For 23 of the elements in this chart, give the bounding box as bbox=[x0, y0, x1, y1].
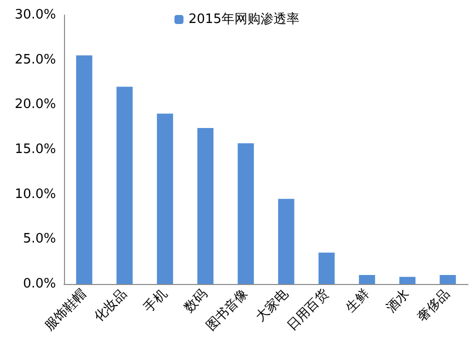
x-tick-label: 化妆品 bbox=[92, 286, 130, 325]
y-tick-label: 5.0% bbox=[22, 232, 56, 247]
bar bbox=[318, 252, 335, 284]
x-tick-label: 奢侈品 bbox=[414, 286, 454, 325]
bar bbox=[76, 55, 92, 284]
bar bbox=[116, 86, 133, 284]
x-tick-label: 生鲜 bbox=[343, 286, 372, 316]
bar bbox=[358, 275, 376, 284]
y-tick-label: 20.0% bbox=[14, 97, 56, 112]
x-tick-label: 酒水 bbox=[384, 286, 413, 316]
y-tick-label: 30.0% bbox=[14, 8, 56, 22]
bar bbox=[440, 275, 456, 284]
bar bbox=[197, 128, 214, 284]
bar bbox=[278, 198, 294, 284]
x-tick-label: 数码 bbox=[182, 286, 211, 316]
bar bbox=[238, 143, 254, 284]
y-tick-label: 25.0% bbox=[14, 52, 56, 68]
bar bbox=[399, 276, 416, 284]
y-tick-label: 10.0% bbox=[14, 186, 56, 202]
x-tick-label: 手机 bbox=[141, 286, 170, 316]
y-tick-label: 15.0% bbox=[14, 142, 56, 157]
bar bbox=[156, 114, 174, 284]
legend-label: 2015年网购渗透率 bbox=[188, 11, 300, 27]
